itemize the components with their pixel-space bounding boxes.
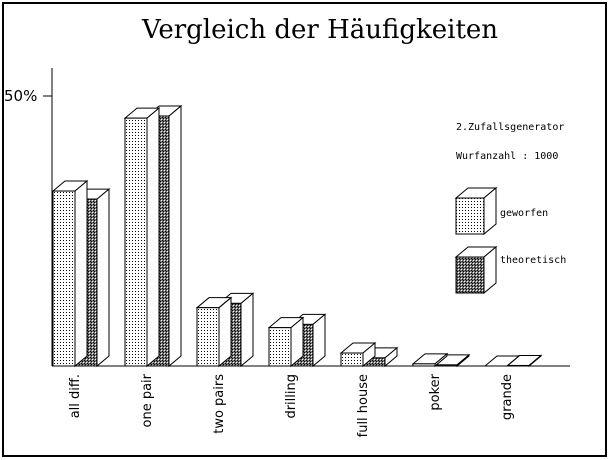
x-tick-label-2: two pairs — [212, 374, 227, 434]
x-tick-label-3: drilling — [284, 374, 299, 419]
bar-theoretisch-5 — [433, 353, 471, 368]
y-tick-label-50: 50% — [4, 87, 37, 105]
annotation-throw-count: Wurfanzahl : 1000 — [456, 151, 558, 162]
bars-group — [51, 104, 543, 368]
bar-geworfen-4 — [339, 341, 377, 368]
x-tick-label-0: all diff. — [68, 374, 83, 418]
bar-geworfen-1 — [123, 107, 161, 368]
legend — [454, 186, 498, 295]
annotation-generator: 2.Zufallsgenerator — [456, 122, 564, 133]
x-tick-label-5: poker — [428, 373, 443, 410]
bar-geworfen-5 — [411, 352, 449, 368]
x-tick-label-1: one pair — [140, 373, 155, 427]
x-tick-label-4: full house — [356, 374, 371, 437]
chart-title: Vergleich der Häufigkeiten — [141, 15, 498, 45]
bar-geworfen-0 — [51, 179, 89, 368]
x-tick-labels: all diff. one pair two pairs drilling full h… — [68, 373, 515, 437]
x-tick-label-6: grande — [500, 374, 515, 420]
legend-label-geworfen: geworfen — [500, 208, 548, 219]
legend-label-theoretisch: theoretisch — [500, 255, 566, 266]
bar-geworfen-3 — [267, 316, 305, 368]
legend-swatch-geworfen — [454, 186, 498, 236]
bar-geworfen-2 — [195, 296, 233, 368]
bar-geworfen-6 — [483, 355, 521, 367]
legend-swatch-theoretisch — [454, 245, 498, 295]
